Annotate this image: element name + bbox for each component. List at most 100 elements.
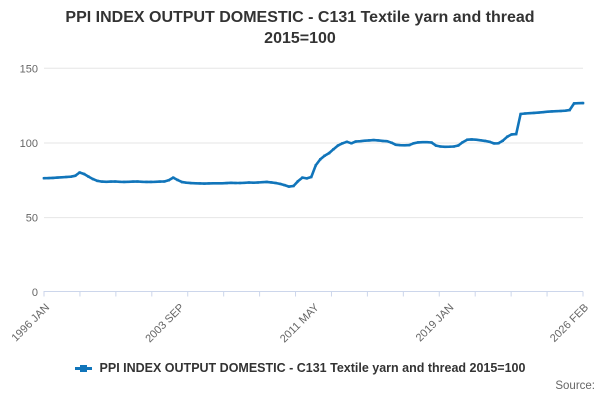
data-point-marker[interactable]: [568, 108, 571, 112]
data-point-marker[interactable]: [154, 180, 157, 183]
data-point-marker[interactable]: [296, 180, 300, 183]
data-point-marker[interactable]: [198, 182, 202, 185]
data-point-marker[interactable]: [163, 180, 166, 183]
data-point-marker[interactable]: [350, 142, 353, 145]
data-point-marker[interactable]: [207, 182, 210, 185]
data-point-marker[interactable]: [234, 181, 237, 185]
data-point-marker[interactable]: [314, 164, 317, 167]
data-point-marker[interactable]: [278, 182, 282, 186]
data-point-marker[interactable]: [372, 138, 375, 142]
data-point-marker[interactable]: [430, 141, 433, 144]
data-point-marker[interactable]: [510, 133, 513, 136]
data-point-marker[interactable]: [466, 138, 469, 141]
data-point-marker[interactable]: [515, 132, 518, 136]
data-point-marker[interactable]: [555, 110, 558, 113]
data-point-marker[interactable]: [56, 176, 59, 179]
data-point-marker[interactable]: [474, 138, 478, 141]
data-point-marker[interactable]: [78, 171, 81, 174]
data-point-marker[interactable]: [323, 154, 326, 157]
data-point-marker[interactable]: [109, 180, 112, 183]
data-point-marker[interactable]: [532, 111, 536, 115]
series-path[interactable]: [42, 101, 585, 188]
data-point-marker[interactable]: [390, 141, 393, 144]
data-point-marker[interactable]: [158, 180, 161, 183]
data-point-marker[interactable]: [457, 144, 460, 147]
data-point-marker[interactable]: [252, 181, 255, 184]
data-point-marker[interactable]: [564, 109, 567, 112]
data-point-marker[interactable]: [105, 180, 108, 183]
data-point-marker[interactable]: [332, 148, 335, 151]
data-point-marker[interactable]: [385, 140, 389, 143]
data-point-marker[interactable]: [381, 139, 384, 143]
data-point-marker[interactable]: [399, 144, 402, 147]
data-point-marker[interactable]: [216, 182, 219, 185]
data-point-marker[interactable]: [546, 110, 549, 113]
data-point-marker[interactable]: [140, 180, 144, 183]
data-point-marker[interactable]: [452, 145, 455, 148]
data-point-marker[interactable]: [225, 181, 228, 185]
data-point-marker[interactable]: [479, 139, 482, 142]
data-point-marker[interactable]: [559, 109, 562, 113]
data-point-marker[interactable]: [341, 142, 344, 145]
data-point-marker[interactable]: [243, 181, 246, 184]
data-point-marker[interactable]: [376, 139, 380, 142]
data-point-marker[interactable]: [60, 176, 63, 179]
data-point-marker[interactable]: [336, 144, 340, 147]
data-point-marker[interactable]: [319, 158, 322, 161]
data-point-marker[interactable]: [572, 102, 576, 105]
data-point-marker[interactable]: [189, 181, 193, 185]
data-point-marker[interactable]: [167, 179, 170, 182]
data-point-marker[interactable]: [345, 140, 349, 143]
data-point-marker[interactable]: [87, 175, 90, 178]
data-point-marker[interactable]: [443, 145, 447, 148]
data-point-marker[interactable]: [439, 145, 442, 148]
data-point-marker[interactable]: [270, 181, 273, 184]
data-point-marker[interactable]: [114, 180, 117, 183]
series-line[interactable]: [42, 101, 585, 188]
data-point-marker[interactable]: [519, 112, 522, 116]
data-point-marker[interactable]: [91, 177, 95, 181]
data-point-marker[interactable]: [100, 180, 104, 183]
data-point-marker[interactable]: [448, 145, 451, 148]
data-point-marker[interactable]: [425, 141, 429, 144]
data-point-marker[interactable]: [292, 184, 295, 188]
data-point-marker[interactable]: [65, 175, 68, 179]
data-point-marker[interactable]: [136, 180, 139, 183]
data-point-marker[interactable]: [203, 182, 206, 185]
data-point-marker[interactable]: [238, 181, 242, 185]
data-point-marker[interactable]: [528, 112, 531, 115]
data-point-marker[interactable]: [96, 179, 99, 183]
data-point-marker[interactable]: [550, 110, 553, 113]
data-point-marker[interactable]: [421, 141, 424, 144]
data-point-marker[interactable]: [194, 182, 197, 185]
data-point-marker[interactable]: [221, 182, 224, 185]
data-point-marker[interactable]: [434, 144, 438, 147]
data-point-marker[interactable]: [523, 112, 527, 115]
data-point-marker[interactable]: [581, 101, 585, 105]
data-point-marker[interactable]: [492, 142, 496, 145]
data-point-marker[interactable]: [497, 142, 500, 145]
data-point-marker[interactable]: [274, 181, 277, 185]
data-point-marker[interactable]: [359, 140, 362, 143]
data-point-marker[interactable]: [537, 111, 540, 114]
data-point-marker[interactable]: [47, 176, 50, 180]
data-point-marker[interactable]: [149, 180, 153, 184]
data-point-marker[interactable]: [118, 180, 121, 183]
data-point-marker[interactable]: [501, 139, 504, 142]
data-point-marker[interactable]: [403, 144, 406, 147]
data-point-marker[interactable]: [265, 180, 268, 184]
data-point-marker[interactable]: [368, 139, 371, 142]
data-point-marker[interactable]: [461, 141, 464, 144]
data-point-marker[interactable]: [354, 140, 357, 143]
data-point-marker[interactable]: [229, 181, 233, 184]
data-point-marker[interactable]: [131, 180, 135, 183]
data-point-marker[interactable]: [261, 181, 264, 184]
data-point-marker[interactable]: [363, 139, 366, 142]
data-point-marker[interactable]: [283, 183, 286, 187]
data-point-marker[interactable]: [483, 139, 487, 143]
data-point-marker[interactable]: [412, 142, 415, 145]
data-point-marker[interactable]: [74, 174, 77, 177]
data-point-marker[interactable]: [488, 140, 491, 143]
data-point-marker[interactable]: [541, 111, 545, 114]
data-point-marker[interactable]: [310, 175, 313, 179]
